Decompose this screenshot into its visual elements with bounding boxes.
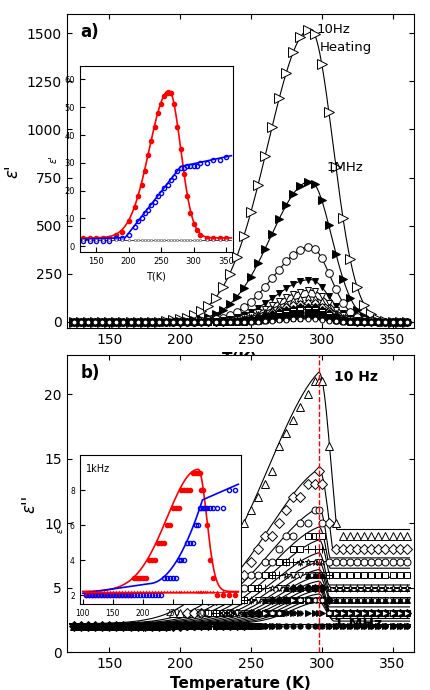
Text: 10 Hz: 10 Hz <box>333 371 377 384</box>
Text: 1kHz: 1kHz <box>86 464 110 474</box>
Y-axis label: ε': ε' <box>49 155 58 163</box>
Text: a): a) <box>80 23 99 41</box>
Text: 10Hz: 10Hz <box>316 23 350 36</box>
Text: Heating: Heating <box>319 41 372 55</box>
Text: b): b) <box>80 364 100 382</box>
X-axis label: Temperature (K): Temperature (K) <box>169 676 310 690</box>
Text: 1 MHz: 1 MHz <box>333 618 381 631</box>
X-axis label: T(K): T(K) <box>146 271 166 282</box>
X-axis label: T(K): T(K) <box>222 352 258 367</box>
Y-axis label: ε': ε' <box>55 526 64 533</box>
X-axis label: Temperature (K): Temperature (K) <box>124 623 197 632</box>
Y-axis label: ε'': ε'' <box>21 495 39 513</box>
Text: 1MHz: 1MHz <box>326 161 363 174</box>
Y-axis label: ε': ε' <box>3 164 21 177</box>
